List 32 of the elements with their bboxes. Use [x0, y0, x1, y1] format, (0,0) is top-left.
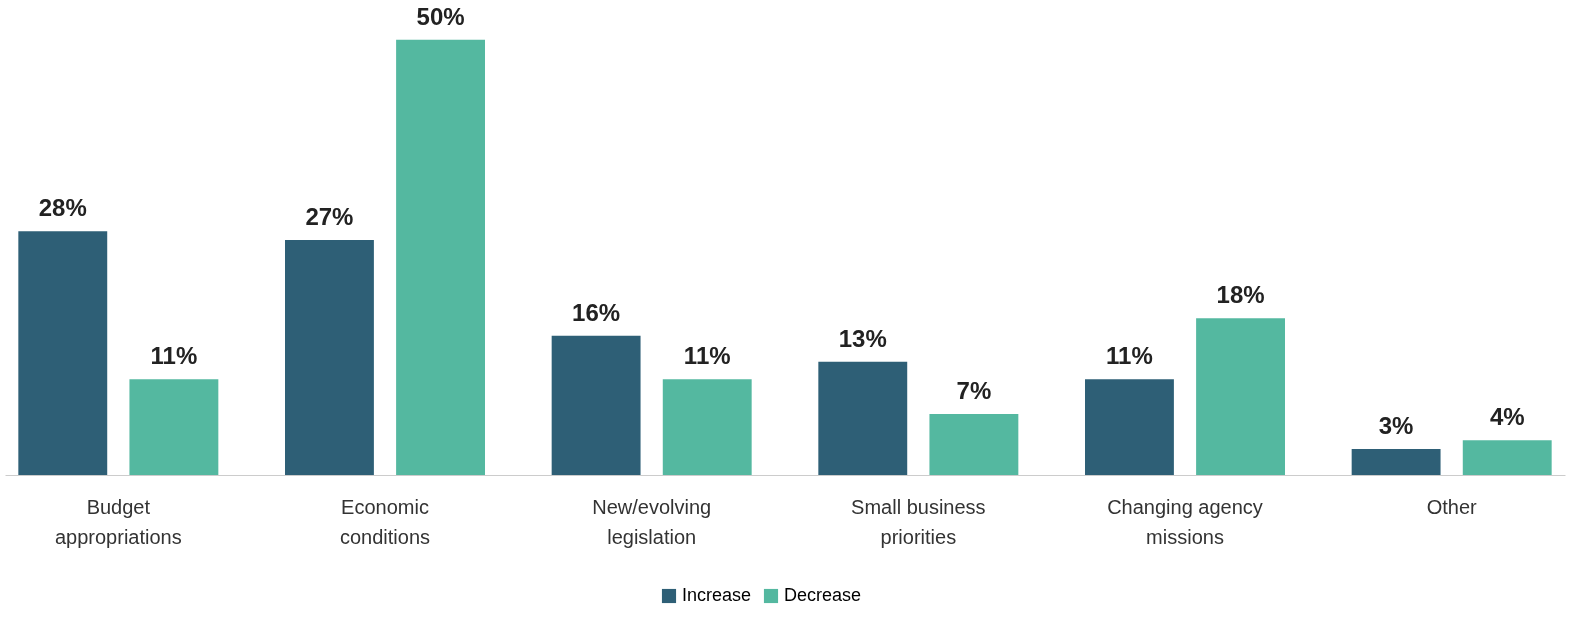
data-label: 11%	[150, 342, 198, 370]
x-tick-label: Budget appropriations	[54, 495, 182, 548]
data-label: 27%	[305, 203, 354, 230]
bar	[1196, 318, 1285, 475]
x-tick-label: Economic conditions	[339, 495, 431, 548]
bar	[1085, 379, 1174, 475]
bar	[1462, 440, 1552, 475]
bar	[1351, 448, 1441, 475]
x-tick-label: New/evolving legislation	[592, 495, 712, 548]
data-label: 7%	[956, 377, 992, 405]
data-label: 18%	[1216, 281, 1265, 309]
legend-label: Increase	[682, 585, 752, 605]
data-label: 3%	[1378, 411, 1414, 439]
data-label: 13%	[838, 324, 887, 352]
bar	[929, 414, 1019, 475]
data-label: 28%	[38, 194, 87, 222]
data-label: 16%	[572, 298, 621, 326]
data-label: 11%	[683, 342, 731, 370]
data-label: 4%	[1489, 403, 1525, 431]
bar	[396, 39, 485, 475]
data-label: 11%	[1106, 342, 1153, 370]
bar	[285, 240, 374, 475]
x-tick-label: Small business priorities	[851, 495, 986, 548]
x-tick-label: Changing agency missions	[1107, 495, 1263, 548]
data-label: 50%	[416, 2, 465, 30]
bar	[551, 335, 641, 475]
bar	[818, 361, 908, 475]
legend-label: Decrease	[784, 585, 862, 605]
x-tick-label: Other	[1426, 495, 1478, 518]
bar	[18, 231, 108, 475]
bar	[129, 379, 219, 475]
bar	[662, 379, 752, 475]
